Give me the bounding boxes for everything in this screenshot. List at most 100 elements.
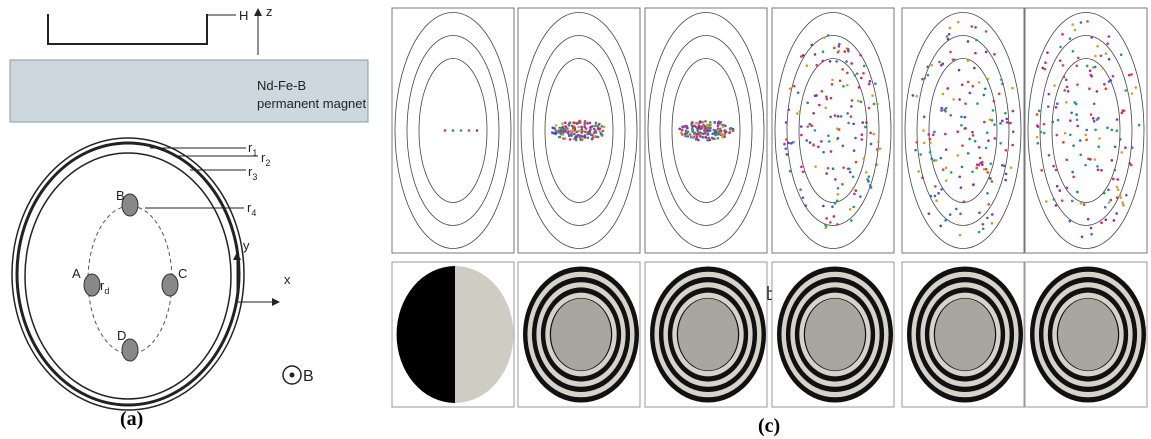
particle xyxy=(1111,159,1114,162)
particle xyxy=(572,129,575,132)
particle xyxy=(1119,194,1122,197)
particle xyxy=(1088,87,1091,90)
particle xyxy=(927,74,930,77)
particle xyxy=(850,105,853,108)
z-label: z xyxy=(266,4,273,19)
particle xyxy=(1108,80,1111,83)
particle xyxy=(868,83,871,86)
particle xyxy=(974,52,977,55)
field-label: B xyxy=(303,368,314,385)
particle xyxy=(822,205,825,208)
particle xyxy=(972,134,975,137)
particle xyxy=(785,121,788,124)
particle xyxy=(850,62,853,65)
particle xyxy=(1079,139,1082,142)
particle xyxy=(1115,212,1118,215)
particle xyxy=(843,50,846,53)
particle xyxy=(785,138,788,141)
particle xyxy=(822,151,825,154)
particle xyxy=(830,150,833,153)
particle xyxy=(942,168,945,171)
particle xyxy=(842,166,845,169)
radius-label: r1 xyxy=(248,140,257,158)
particle xyxy=(1080,21,1083,24)
particle xyxy=(1071,171,1074,174)
particle xyxy=(702,136,705,139)
particle xyxy=(701,121,704,124)
particle xyxy=(1067,90,1070,93)
particle xyxy=(919,153,922,156)
particle xyxy=(1001,83,1004,86)
particle xyxy=(940,109,943,112)
particle xyxy=(944,219,947,222)
particle xyxy=(1004,179,1007,182)
particle xyxy=(793,85,796,88)
particle xyxy=(800,125,803,128)
particle xyxy=(573,121,576,124)
particle xyxy=(959,234,962,237)
particle xyxy=(1046,51,1049,54)
particle xyxy=(960,186,963,189)
particle xyxy=(812,144,815,147)
particle xyxy=(1120,196,1123,199)
particle xyxy=(1081,236,1084,239)
particle xyxy=(1079,154,1082,157)
particle xyxy=(879,147,882,150)
particle xyxy=(945,148,948,151)
particle xyxy=(1087,157,1090,160)
particle xyxy=(934,195,937,198)
particle xyxy=(834,178,837,181)
particle xyxy=(796,112,799,115)
particle xyxy=(468,129,471,132)
particle xyxy=(1010,166,1013,169)
particle xyxy=(820,140,823,143)
particle xyxy=(699,134,702,137)
particle xyxy=(817,146,820,149)
particle xyxy=(799,188,802,191)
particle xyxy=(691,121,694,124)
particle xyxy=(687,135,690,138)
radius-sub: 3 xyxy=(252,172,257,182)
particle xyxy=(1096,118,1099,121)
particle xyxy=(1036,113,1039,116)
particle xyxy=(1094,128,1097,131)
particle xyxy=(789,87,792,90)
particle xyxy=(1076,83,1079,86)
caption: (c) xyxy=(758,415,780,437)
particle xyxy=(981,161,984,164)
particle xyxy=(986,171,989,174)
particle xyxy=(1121,112,1124,115)
particle xyxy=(563,130,566,133)
particle xyxy=(823,36,826,39)
particle xyxy=(1048,93,1051,96)
particle xyxy=(830,97,833,100)
particle xyxy=(1075,103,1078,106)
particle xyxy=(1075,64,1078,67)
particle xyxy=(961,84,964,87)
particle xyxy=(940,157,943,160)
particle xyxy=(974,26,977,29)
particle xyxy=(1059,46,1062,49)
particle xyxy=(707,129,710,132)
particle xyxy=(1056,102,1059,105)
particle xyxy=(1138,124,1141,127)
particle xyxy=(826,98,829,101)
particle xyxy=(935,159,938,162)
dish xyxy=(48,14,207,44)
particle xyxy=(847,122,850,125)
particle xyxy=(562,137,565,140)
particle xyxy=(551,131,554,134)
particle xyxy=(704,125,707,128)
particle xyxy=(929,138,932,141)
particle xyxy=(719,121,722,124)
particle xyxy=(833,47,836,50)
magnet-label: permanent magnet xyxy=(257,96,367,111)
particle xyxy=(562,133,565,136)
particle xyxy=(717,124,720,127)
particle xyxy=(594,125,597,128)
particle xyxy=(818,104,821,107)
particle xyxy=(601,125,604,128)
particle xyxy=(806,125,809,128)
particle xyxy=(476,129,479,132)
particle xyxy=(1043,132,1046,135)
